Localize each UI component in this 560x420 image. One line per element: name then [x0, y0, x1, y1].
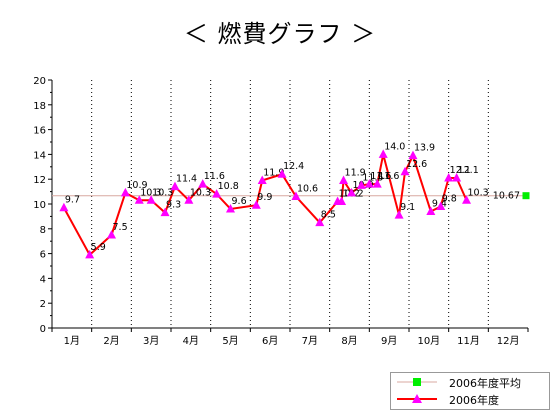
legend-item-average: 2006年度平均 [391, 374, 549, 390]
x-tick-label: 7月 [302, 335, 318, 347]
x-tick-label: 3月 [143, 335, 159, 347]
y-tick-label: 4 [40, 274, 46, 285]
y-tick-label: 8 [40, 225, 46, 236]
data-point-marker [452, 172, 462, 182]
data-point-label: 9.4 [432, 198, 447, 209]
average-value-label: 10.67 [493, 191, 520, 202]
data-point-label: 9.1 [400, 202, 415, 213]
data-point-label: 10.3 [468, 187, 489, 198]
y-tick-label: 20 [33, 76, 46, 87]
data-point-marker [160, 207, 170, 217]
data-point-marker [364, 179, 374, 188]
data-point-marker [59, 202, 69, 212]
data-point-marker [212, 189, 222, 198]
data-point-marker [107, 230, 116, 239]
data-point-marker [337, 196, 347, 206]
data-point-label: 9.7 [65, 195, 80, 206]
data-point-marker [120, 187, 130, 197]
data-point-marker [226, 203, 235, 213]
data-point-marker [339, 175, 349, 184]
data-point-marker [85, 249, 95, 259]
data-point-marker [251, 200, 261, 209]
data-point-label: 11.6 [378, 171, 399, 182]
y-tick-label: 12 [33, 175, 46, 186]
y-tick-label: 16 [33, 126, 46, 137]
data-point-label: 5.9 [91, 242, 106, 253]
y-tick-label: 2 [40, 299, 46, 310]
data-point-label: 12.6 [406, 159, 427, 170]
legend-swatch-2006 [397, 394, 437, 403]
data-point-label: 10.8 [218, 181, 239, 192]
data-point-label: 9.6 [232, 196, 247, 207]
data-point-marker [170, 181, 180, 191]
data-point-label: 9.8 [442, 193, 457, 204]
x-tick-label: 2月 [103, 335, 119, 347]
data-point-label: 12.4 [283, 161, 304, 172]
data-point-marker [400, 166, 410, 176]
average-marker [522, 192, 530, 200]
data-point-marker [378, 149, 388, 158]
data-point-marker [277, 169, 287, 178]
x-tick-label: 6月 [262, 335, 278, 347]
x-tick-label: 8月 [341, 335, 357, 347]
data-point-label: 11.6 [204, 171, 225, 182]
x-tick-label: 9月 [381, 335, 397, 347]
data-point-label: 10.9 [126, 180, 147, 191]
data-point-label: 11.5 [362, 172, 383, 183]
data-point-label: 13.9 [414, 143, 435, 154]
data-point-label: 11.9 [263, 167, 284, 178]
legend-label-average: 2006年度平均 [449, 377, 521, 390]
data-point-marker [394, 210, 404, 219]
data-point-marker [426, 206, 436, 215]
x-tick-label: 5月 [222, 335, 238, 347]
y-tick-label: 10 [33, 200, 46, 211]
data-point-marker [372, 179, 382, 188]
x-tick-label: 1月 [64, 335, 80, 347]
data-point-label: 12.1 [458, 165, 479, 176]
data-point-label: 9.9 [257, 192, 272, 203]
data-point-label: 11.4 [176, 174, 197, 185]
data-point-label: 10.3 [140, 187, 161, 198]
data-point-marker [198, 179, 208, 188]
y-tick-label: 6 [40, 250, 46, 261]
data-point-marker [134, 195, 144, 204]
data-point-label: 10.3 [190, 187, 211, 198]
x-tick-label: 10月 [417, 335, 440, 347]
data-point-label: 8.5 [321, 210, 336, 221]
legend-label-2006: 2006年度 [449, 394, 499, 407]
data-point-marker [346, 187, 356, 197]
data-point-label: 7.5 [113, 222, 128, 233]
data-point-label: 14.0 [384, 141, 405, 152]
legend: 2006年度平均 2006年度 [390, 372, 550, 410]
x-tick-label: 11月 [457, 335, 480, 347]
data-point-label: 9.3 [166, 200, 181, 211]
y-tick-label: 0 [40, 324, 46, 335]
data-point-marker [436, 201, 446, 210]
data-point-marker [315, 217, 325, 227]
data-point-marker [408, 150, 418, 160]
y-tick-label: 18 [33, 101, 46, 112]
data-point-marker [184, 195, 194, 204]
legend-item-2006: 2006年度 [391, 391, 549, 407]
data-point-label: 11.6 [370, 171, 391, 182]
data-point-label: 10.3 [152, 187, 173, 198]
data-point-label: 11.9 [345, 167, 366, 178]
data-point-marker [146, 195, 156, 204]
legend-swatch-average [397, 378, 437, 386]
data-point-marker [356, 180, 366, 189]
data-point-marker [462, 195, 472, 204]
data-point-marker [444, 172, 454, 182]
x-tick-label: 12月 [497, 335, 520, 347]
data-point-marker [291, 191, 301, 201]
chart-title: ＜ 燃費グラフ ＞ [183, 20, 377, 48]
y-tick-label: 14 [33, 150, 46, 161]
data-point-label: 12.1 [450, 165, 471, 176]
x-tick-label: 4月 [183, 335, 199, 347]
data-point-marker [257, 175, 267, 184]
data-point-label: 10.6 [297, 184, 318, 195]
